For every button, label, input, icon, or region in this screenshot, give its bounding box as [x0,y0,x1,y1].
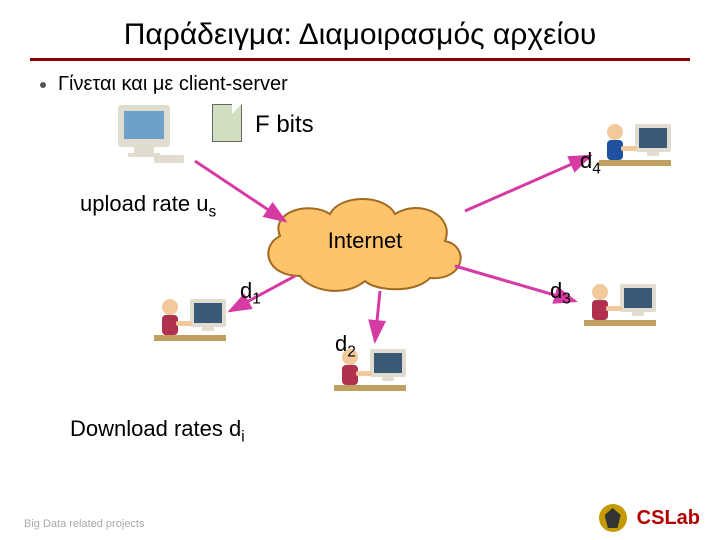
label-download-rates: Download rates di [70,416,245,446]
client-d4 [595,116,675,180]
label-d1-d: d [240,278,252,303]
label-d3: d3 [550,278,571,308]
arrow-cloud-to-d4 [465,156,590,211]
cloud-label: Internet [255,186,475,296]
label-d2: d2 [335,331,356,361]
label-download-sub: i [241,428,244,445]
label-d1: d1 [240,278,261,308]
label-d2-sub: 2 [347,343,356,360]
label-upload-sub: s [208,203,216,220]
diagram: Internet [0,96,720,476]
label-d2-d: d [335,331,347,356]
label-d4-d: d [580,148,592,173]
label-d3-sub: 3 [562,290,571,307]
footer-text: Big Data related projects [24,518,144,530]
cloud: Internet [255,186,475,296]
file-icon [212,104,242,142]
cslab-logo: CSLab [637,507,700,530]
server-workstation [110,101,190,165]
label-fbits: F bits [255,111,314,139]
client-d3 [580,276,660,340]
label-upload-text: upload rate u [80,191,208,216]
label-d3-d: d [550,278,562,303]
label-d4: d4 [580,148,601,178]
page-title: Παράδειγμα: Διαμοιρασμός αρχείου [0,0,720,58]
arrow-cloud-to-d2 [375,291,380,341]
bullet-dot [40,82,46,88]
ntua-logo-icon [599,504,627,532]
bullet-text: Γίνεται και με client-server [58,73,288,96]
label-download-text: Download rates d [70,416,241,441]
label-upload-rate: upload rate us [80,191,216,221]
client-d1 [150,291,230,355]
label-d4-sub: 4 [592,160,601,177]
logos: CSLab [599,504,700,532]
bullet-row: Γίνεται και με client-server [0,61,720,96]
label-d1-sub: 1 [252,290,261,307]
